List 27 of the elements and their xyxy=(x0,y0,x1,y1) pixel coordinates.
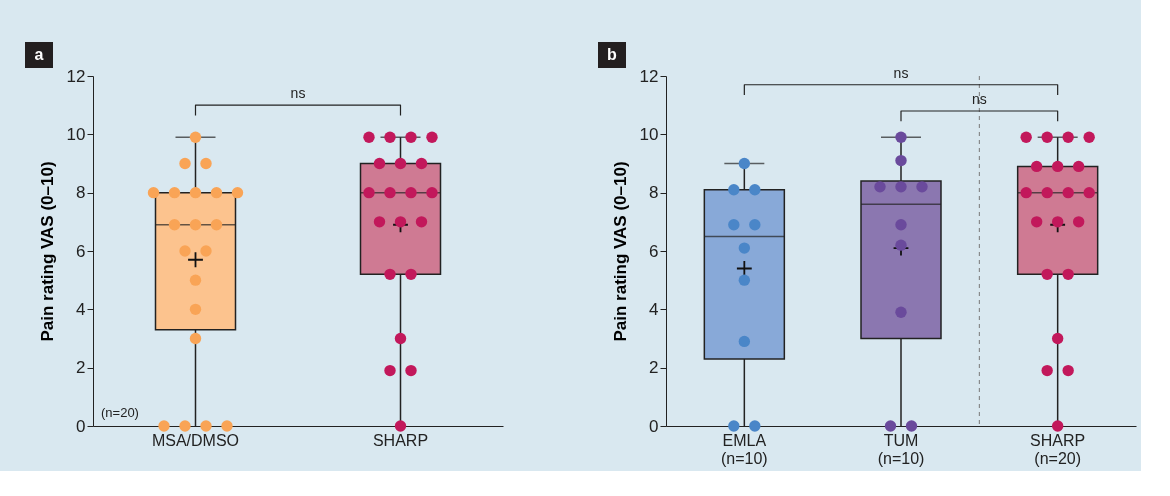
y-axis-title: Pain rating VAS (0–10) xyxy=(610,161,630,342)
y-tick-label: 8 xyxy=(649,183,659,203)
x-tick-label: EMLA (n=10) xyxy=(720,431,768,467)
x-tick-label: MSA/DMSO xyxy=(151,431,240,449)
y-tick-label: 6 xyxy=(649,241,659,261)
y-tick-label: 0 xyxy=(649,416,659,436)
x-tick-label: SHARP xyxy=(372,431,429,449)
chart-title: b xyxy=(607,46,618,63)
x-tick-label: SHARP (n=20) xyxy=(1030,431,1086,467)
y-tick-label: 2 xyxy=(649,358,659,378)
chart-title: a xyxy=(34,46,44,63)
annotation: (n=20) xyxy=(101,404,139,420)
y-tick-label: 4 xyxy=(649,299,659,319)
y-tick-label: 12 xyxy=(66,66,86,86)
annotation: ns xyxy=(290,85,306,102)
y-tick-label: 10 xyxy=(639,124,659,144)
y-tick-label: 10 xyxy=(66,124,86,144)
y-tick-label: 8 xyxy=(76,183,86,203)
y-axis-title: Pain rating VAS (0–10) xyxy=(37,161,57,342)
y-tick-label: 6 xyxy=(76,241,86,261)
y-tick-label: 2 xyxy=(76,358,86,378)
y-tick-label: 4 xyxy=(76,299,86,319)
annotation: ns xyxy=(893,64,909,81)
y-tick-label: 0 xyxy=(76,416,86,436)
x-tick-label: TUM (n=10) xyxy=(877,431,925,467)
y-tick-label: 12 xyxy=(639,66,659,86)
annotation: ns xyxy=(971,91,987,107)
